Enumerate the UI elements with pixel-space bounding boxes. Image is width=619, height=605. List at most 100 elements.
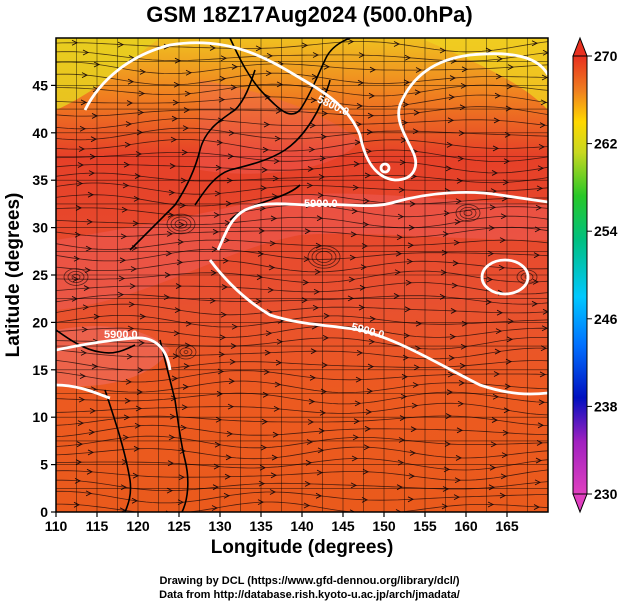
flow-arrow (216, 139, 224, 146)
flow-arrow (81, 72, 89, 79)
flow-arrow (270, 472, 278, 479)
flow-arrow (349, 509, 356, 512)
flow-arrow (411, 402, 419, 409)
y-axis-title: Latitude (degrees) (3, 193, 24, 358)
flow-arrow (77, 420, 85, 427)
flow-arrow (137, 367, 145, 374)
x-tick-label: 110 (45, 518, 68, 534)
flow-arrow (487, 501, 495, 508)
vortex-streamline (311, 248, 337, 266)
flow-arrow (398, 437, 406, 443)
flow-arrow (352, 184, 360, 191)
flow-arrow (505, 358, 513, 365)
credit-data: Data from http://database.rish.kyoto-u.a… (159, 589, 460, 601)
flow-arrow (533, 252, 541, 259)
flow-arrow (312, 304, 320, 311)
flow-arrow (177, 499, 185, 506)
contour-5800 (83, 41, 548, 182)
flow-arrow (75, 205, 83, 211)
flow-arrow (308, 398, 316, 405)
flow-arrow (350, 231, 358, 238)
flow-arrow (351, 455, 359, 462)
flow-arrow (220, 55, 228, 62)
flow-arrow (77, 162, 85, 168)
flow-arrow (321, 362, 329, 369)
flow-arrow (273, 405, 281, 412)
x-tick-label: 145 (331, 518, 355, 534)
flow-arrow (167, 211, 175, 218)
flow-arrow (444, 441, 452, 447)
flow-arrow (223, 492, 231, 499)
flow-arrow (494, 348, 502, 355)
flow-arrow (303, 502, 311, 509)
flow-arrow (266, 52, 274, 59)
flow-arrow (125, 121, 133, 127)
flow-arrow (229, 358, 237, 365)
flow-arrow (93, 61, 101, 68)
flow-arrow (495, 328, 503, 335)
flow-arrow (178, 474, 186, 481)
flow-arrow (404, 54, 412, 61)
x-axis-ticks: 110 115 120 125 130 135 140 145 150 155 160 165 (45, 512, 519, 534)
flow-arrow (500, 213, 508, 220)
flow-arrow (457, 400, 465, 407)
flow-arrow (368, 338, 376, 345)
flow-arrow (447, 371, 455, 378)
y-tick-label: 35 (32, 172, 48, 188)
flow-arrow (309, 374, 317, 381)
flow-arrow (119, 257, 127, 264)
y-tick-label: 15 (32, 362, 48, 378)
flow-arrow (395, 250, 403, 257)
flow-arrow (224, 473, 232, 480)
flow-arrow (85, 490, 93, 497)
x-tick-label: 165 (495, 518, 519, 534)
flow-arrow (449, 333, 457, 340)
flow-arrow (166, 230, 174, 237)
flow-arrow (209, 297, 217, 304)
flow-arrow (215, 416, 223, 423)
flow-arrow (88, 170, 96, 176)
credit-drawing: Drawing by DCL (https://www.gfd-dennou.o… (159, 575, 460, 587)
flow-arrow (493, 117, 501, 124)
flow-arrow (323, 313, 331, 319)
vortex-streamline (170, 216, 192, 232)
flow-arrow (531, 300, 539, 307)
flow-arrow (362, 468, 370, 475)
flow-arrow (442, 231, 450, 237)
flow-arrow (85, 245, 93, 252)
colorbar-label: 270 (594, 48, 618, 64)
flow-arrow (488, 484, 496, 491)
flow-arrow (489, 464, 497, 471)
contour-5900-south (208, 259, 548, 396)
flow-arrow (87, 449, 95, 456)
flow-arrow (440, 269, 448, 276)
flow-arrow (177, 239, 185, 245)
flow-arrow (213, 212, 221, 218)
flow-arrow (73, 255, 81, 262)
flow-arrow (413, 109, 421, 116)
flow-arrow (264, 349, 272, 356)
flow-arrow (323, 63, 331, 70)
x-tick-label: 140 (290, 518, 314, 534)
vortex-streamline (166, 213, 196, 235)
y-tick-label: 30 (32, 220, 48, 236)
flow-arrow (304, 480, 312, 487)
flow-arrow (369, 316, 377, 322)
flow-arrow (212, 228, 220, 235)
flow-arrow (126, 353, 134, 360)
colorbar-label: 238 (594, 398, 618, 414)
flow-arrow (364, 425, 372, 432)
flow-arrow (127, 325, 135, 332)
flow-arrow (117, 41, 125, 48)
map-field: 5800.0 5900.0 5900.0 5900.0 (56, 38, 548, 512)
x-tick-label: 155 (413, 518, 437, 534)
flow-arrow (90, 136, 98, 143)
flow-arrow (393, 41, 401, 47)
flow-arrow (409, 450, 417, 456)
flow-arrow (274, 381, 282, 388)
flow-arrow (359, 284, 367, 291)
flow-arrow (504, 383, 512, 390)
flow-arrow (124, 141, 132, 148)
flow-arrow (352, 434, 360, 441)
flow-arrow (276, 338, 284, 345)
